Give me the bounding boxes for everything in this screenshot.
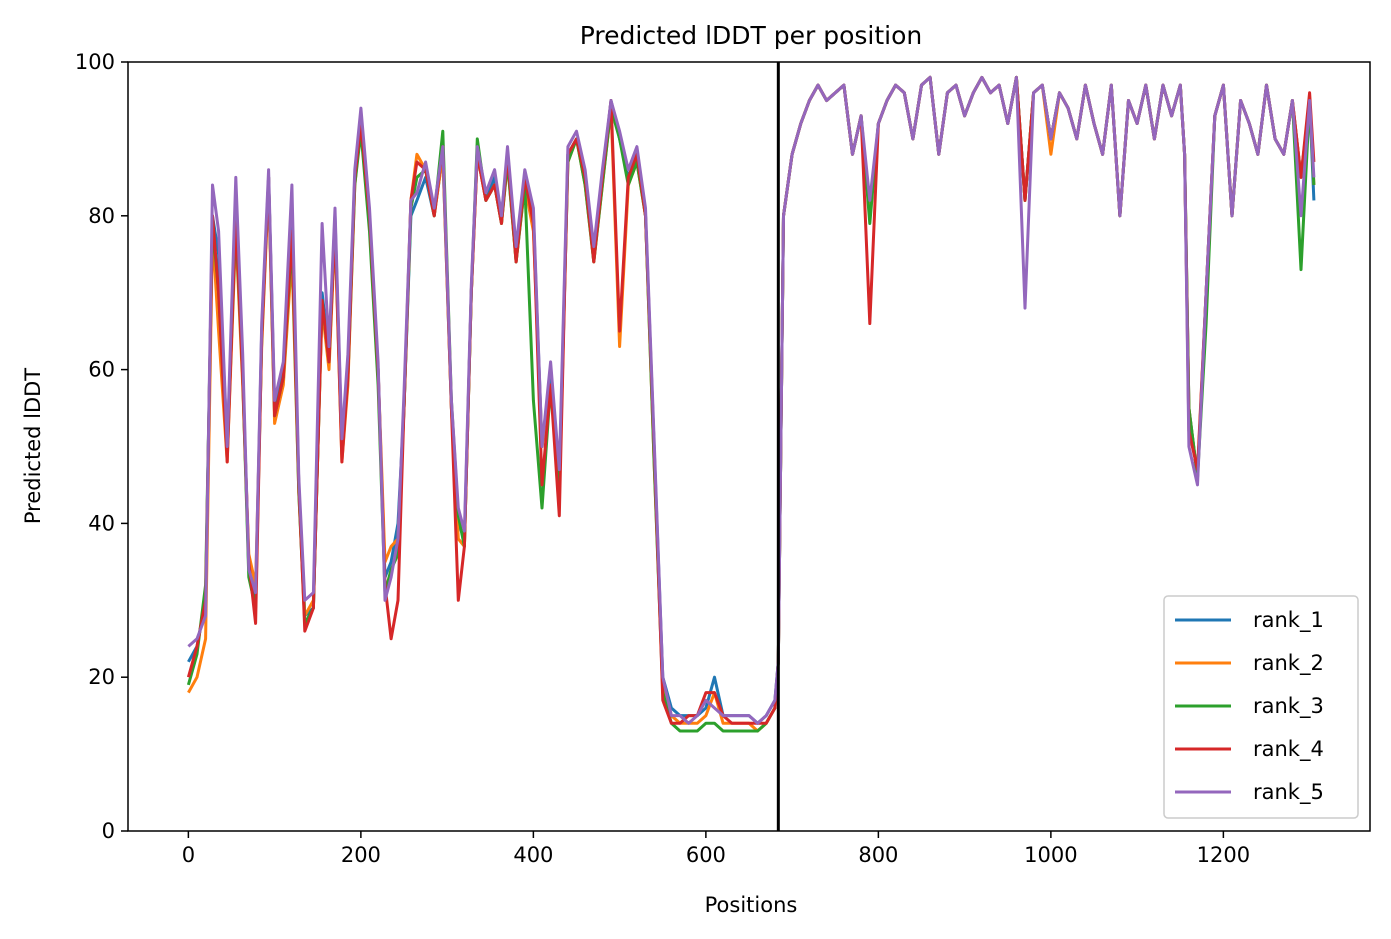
legend-label-rank-1: rank_1 [1253, 608, 1324, 633]
legend-label-rank-3: rank_3 [1253, 694, 1324, 719]
axis-ticks: 0 200 400 600 800 1000 1200 0 20 40 60 80 100 [75, 50, 1250, 867]
x-tick-label: 200 [341, 843, 381, 867]
x-tick-label: 1000 [1024, 843, 1077, 867]
chart-title: Predicted lDDT per position [580, 21, 922, 50]
y-tick-label: 100 [75, 50, 115, 74]
x-tick-label: 600 [686, 843, 726, 867]
legend-label-rank-4: rank_4 [1253, 737, 1324, 762]
legend: rank_1 rank_2 rank_3 rank_4 rank_5 [1163, 595, 1359, 819]
x-tick-label: 400 [513, 843, 553, 867]
y-tick-label: 80 [88, 204, 115, 228]
y-tick-label: 60 [88, 358, 115, 382]
plot-frame [127, 61, 1371, 832]
legend-label-rank-5: rank_5 [1253, 780, 1324, 805]
plot-area [186, 62, 1316, 831]
legend-label-rank-2: rank_2 [1253, 651, 1324, 676]
x-tick-label: 0 [182, 843, 195, 867]
legend-box [1163, 595, 1359, 819]
y-tick-label: 0 [102, 819, 115, 843]
y-axis-title: Predicted lDDT [21, 368, 45, 524]
x-tick-label: 800 [858, 843, 898, 867]
x-axis-title: Positions [705, 893, 798, 917]
y-tick-label: 40 [88, 511, 115, 535]
series-line-rank-5 [187, 75, 1316, 725]
y-tick-label: 20 [88, 665, 115, 689]
x-tick-label: 1200 [1197, 843, 1250, 867]
